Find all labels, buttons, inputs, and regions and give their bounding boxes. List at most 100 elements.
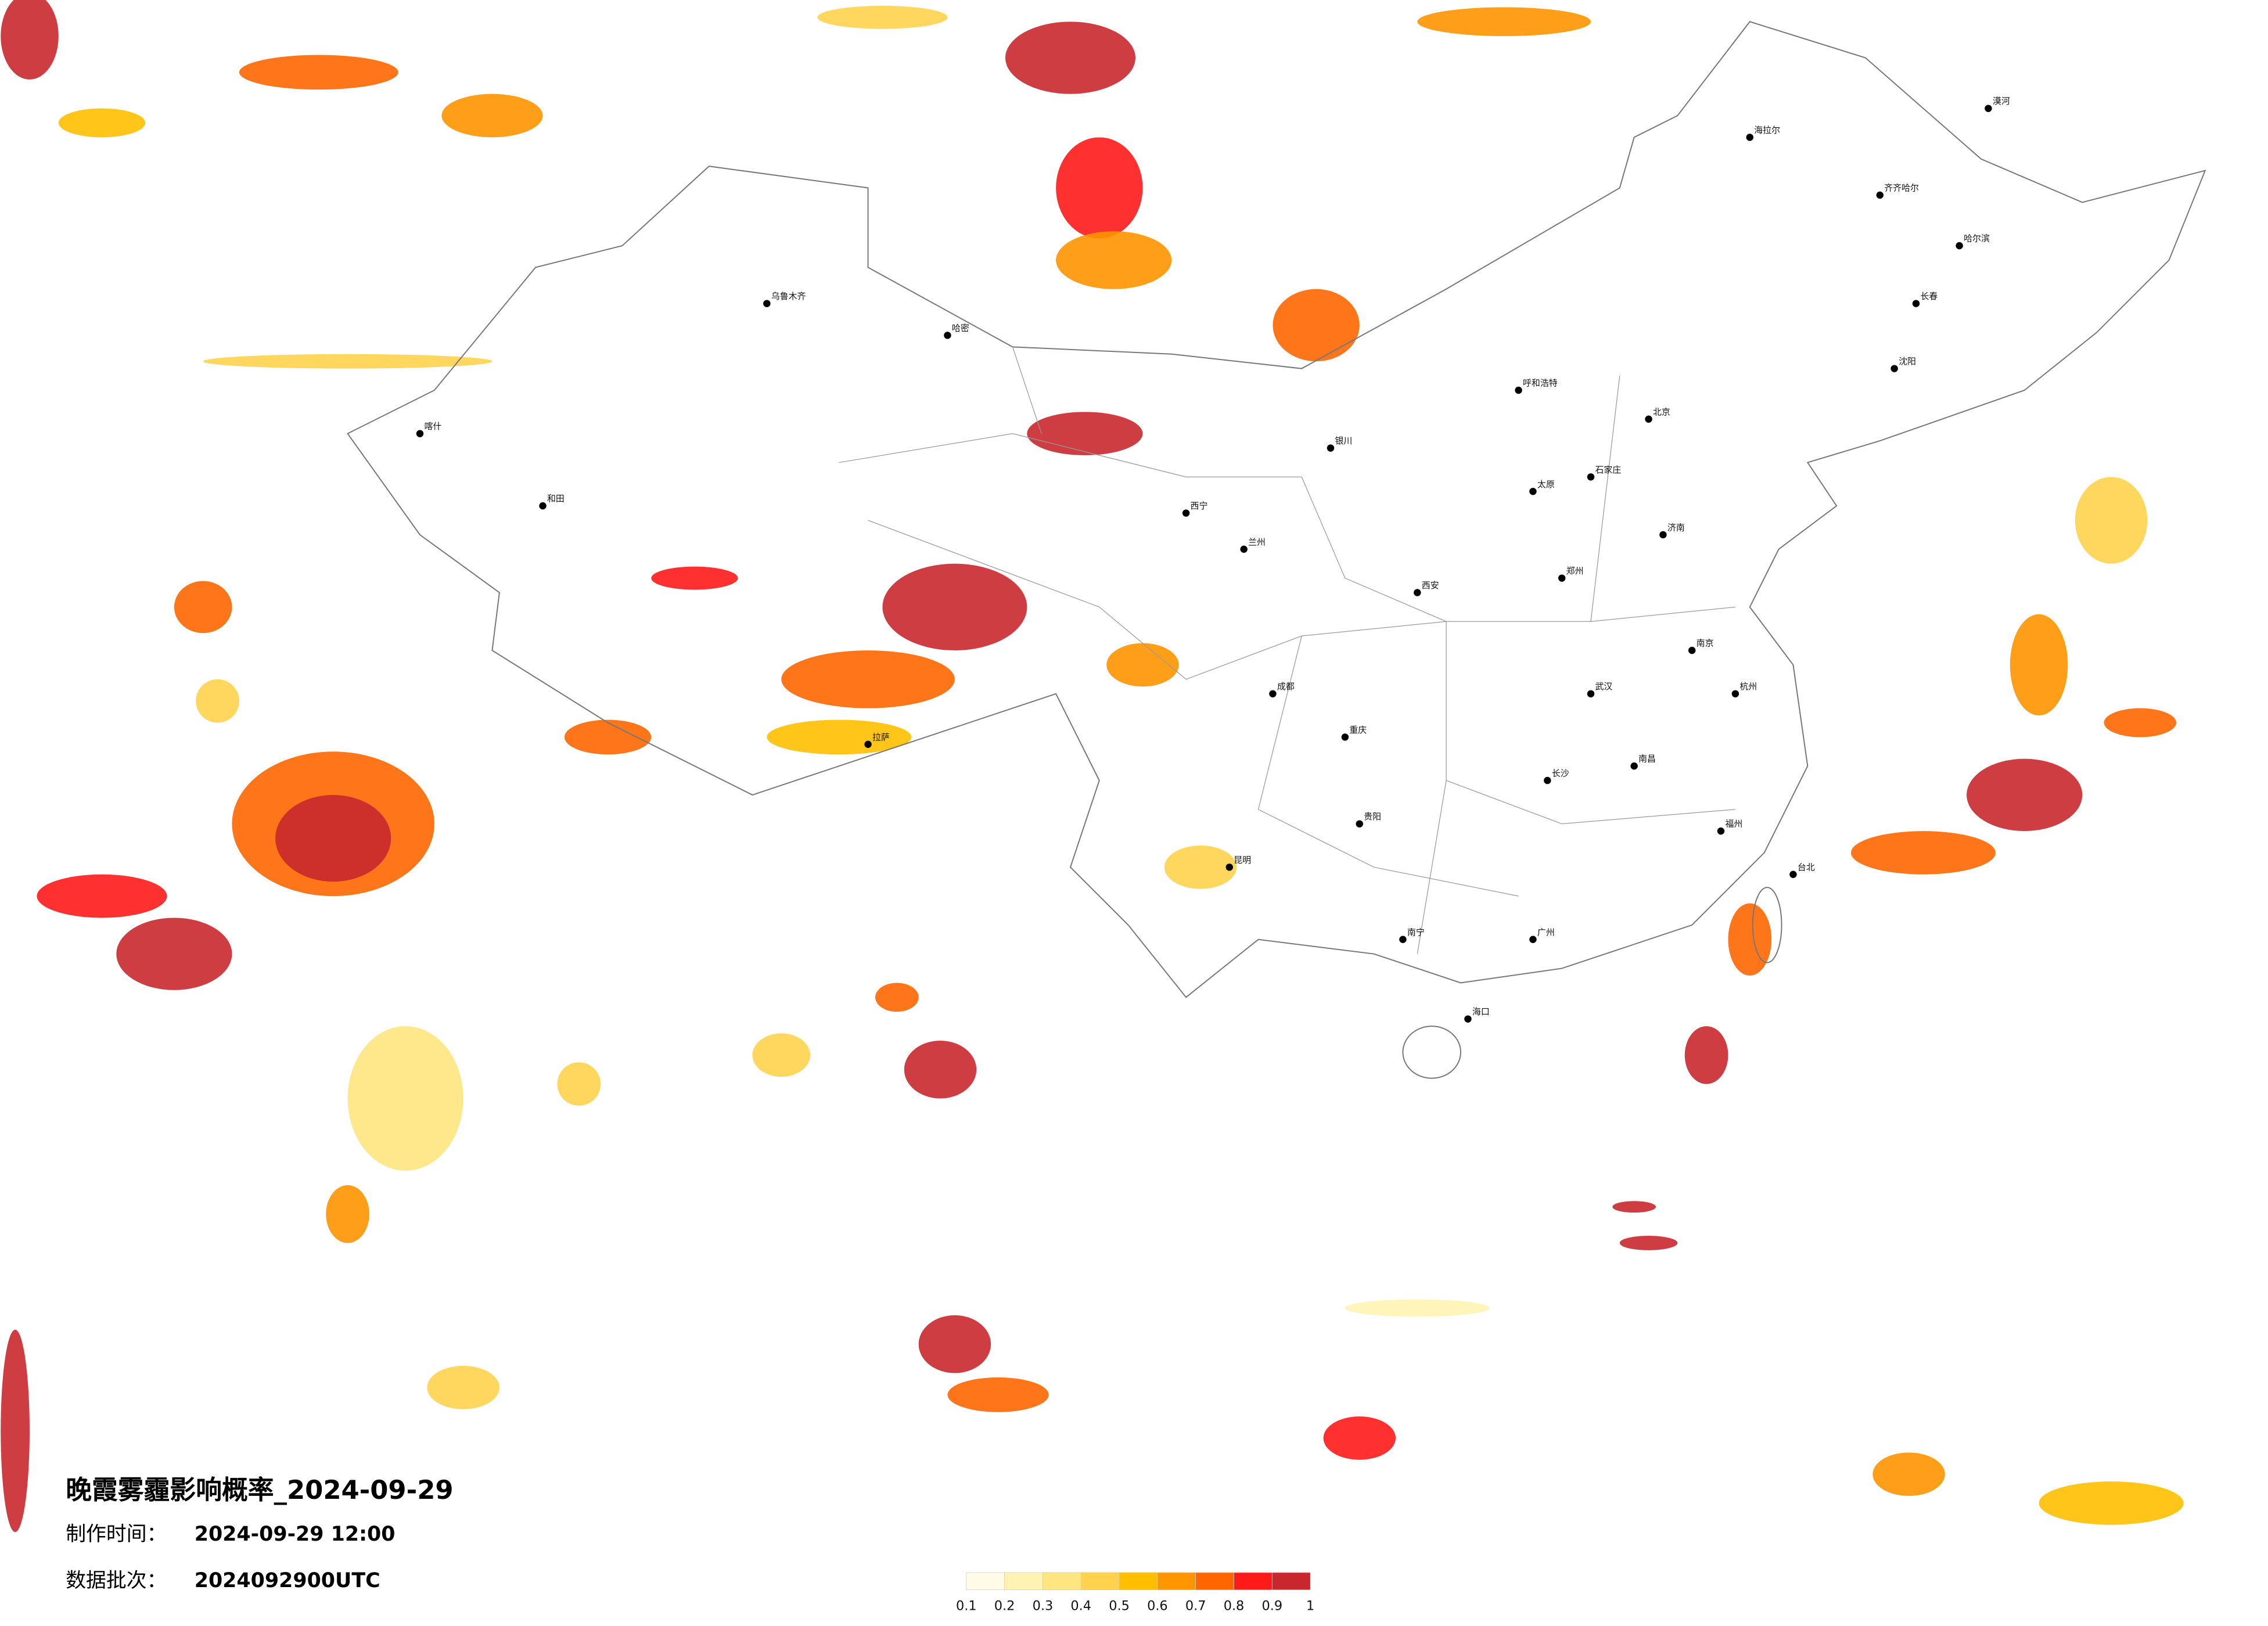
fog-blob bbox=[564, 720, 652, 755]
city-label: 昆明 bbox=[1234, 855, 1251, 865]
city-label: 西安 bbox=[1422, 580, 1439, 591]
colorbar-swatch bbox=[1157, 1572, 1196, 1591]
fog-blob bbox=[1967, 758, 2083, 832]
fog-blob bbox=[196, 679, 239, 723]
city-dot bbox=[1356, 820, 1363, 828]
fog-blob bbox=[875, 983, 919, 1012]
city-label: 济南 bbox=[1667, 522, 1685, 533]
city-dot bbox=[1688, 646, 1696, 654]
city-label: 北京 bbox=[1653, 406, 1670, 417]
city-label: 乌鲁木齐 bbox=[771, 291, 806, 301]
city-dot bbox=[1341, 733, 1349, 741]
fog-blob bbox=[1, 1329, 30, 1533]
city-label: 海拉尔 bbox=[1754, 125, 1780, 135]
city-dot bbox=[1558, 574, 1566, 582]
fog-blob bbox=[1005, 21, 1135, 94]
colorbar-tick-label: 0.9 bbox=[1262, 1599, 1283, 1614]
country-outline bbox=[347, 21, 2206, 998]
colorbar-tick-label: 0.3 bbox=[1033, 1599, 1054, 1614]
colorbar-swatch bbox=[1234, 1572, 1273, 1591]
made-time: 2024-09-29 12:00 bbox=[195, 1523, 396, 1546]
colorbar-swatch bbox=[1271, 1572, 1311, 1591]
city-dot bbox=[1630, 762, 1638, 770]
city-dot bbox=[763, 300, 771, 307]
city-label: 南昌 bbox=[1638, 754, 1656, 764]
fog-blob bbox=[781, 650, 955, 708]
colorbar-swatch bbox=[1004, 1572, 1043, 1591]
colorbar-swatch bbox=[1195, 1572, 1234, 1591]
city-label: 齐齐哈尔 bbox=[1884, 183, 1919, 193]
city-label: 银川 bbox=[1335, 436, 1352, 446]
city-dot bbox=[944, 332, 951, 339]
taiwan bbox=[1752, 887, 1782, 963]
fog-blob bbox=[1872, 1452, 1945, 1496]
colorbar-tick-label: 0.5 bbox=[1109, 1599, 1130, 1614]
city-dot bbox=[1746, 134, 1753, 141]
city-dot bbox=[416, 430, 424, 437]
city-dot bbox=[1890, 365, 1898, 372]
city-label: 喀什 bbox=[424, 421, 441, 431]
batch: 2024092900UTC bbox=[195, 1569, 380, 1592]
colorbar-swatch bbox=[1080, 1572, 1120, 1591]
city-label: 和田 bbox=[547, 494, 565, 504]
fog-blob bbox=[347, 1026, 463, 1171]
colorbar-tick-label: 0.2 bbox=[994, 1599, 1015, 1614]
city-dot bbox=[1912, 300, 1920, 307]
fog-blob bbox=[1850, 831, 1996, 875]
probability-field bbox=[1, 0, 2184, 1533]
city-dot bbox=[1876, 191, 1884, 199]
colorbar: 0.1 0.2 0.3 0.4 0.5 0.6 0.7 0.8 0.9 1 bbox=[956, 1572, 1314, 1614]
city-label: 重庆 bbox=[1349, 725, 1367, 735]
city-label: 福州 bbox=[1725, 819, 1742, 829]
city-label: 兰州 bbox=[1248, 537, 1266, 547]
city-label: 漠河 bbox=[1993, 96, 2010, 106]
city-dot bbox=[1731, 690, 1739, 697]
city-dot bbox=[1464, 1015, 1472, 1023]
fog-blob bbox=[918, 1315, 991, 1373]
colorbar-swatch bbox=[1043, 1572, 1081, 1591]
city-label: 石家庄 bbox=[1595, 465, 1621, 475]
city-label: 成都 bbox=[1277, 681, 1295, 692]
fog-blob bbox=[326, 1185, 369, 1243]
city-dot bbox=[1659, 531, 1667, 539]
colorbar-swatch bbox=[1119, 1572, 1158, 1591]
city-label: 拉萨 bbox=[872, 732, 890, 742]
city-dot bbox=[1789, 870, 1797, 878]
fog-blob bbox=[651, 566, 738, 590]
city-dot bbox=[864, 740, 872, 748]
fog-blob bbox=[752, 1033, 810, 1077]
hainan bbox=[1402, 1026, 1461, 1079]
city-label: 南宁 bbox=[1407, 927, 1425, 937]
city-label: 台北 bbox=[1798, 862, 1815, 872]
fog-blob bbox=[58, 108, 146, 138]
fog-blob bbox=[275, 794, 391, 882]
city-dot bbox=[1587, 690, 1595, 697]
fog-blob bbox=[2075, 477, 2148, 564]
fog-blob bbox=[557, 1062, 601, 1106]
fog-blob bbox=[1056, 231, 1172, 289]
city-label: 贵阳 bbox=[1364, 811, 1381, 822]
fog-blob bbox=[2039, 1481, 2184, 1525]
city-dot bbox=[1529, 936, 1537, 943]
city-dot bbox=[1717, 827, 1725, 835]
colorbar-tick-label: 1 bbox=[1306, 1599, 1314, 1614]
city-dot bbox=[1956, 242, 1963, 250]
fog-blob bbox=[2010, 614, 2068, 715]
fog-blob bbox=[1106, 643, 1179, 687]
fog-blob bbox=[1273, 289, 1360, 362]
fog-blob bbox=[203, 354, 493, 369]
fog-blob bbox=[1728, 903, 1772, 976]
fog-blob bbox=[904, 1041, 977, 1099]
city-label: 海口 bbox=[1472, 1006, 1490, 1017]
fog-blob bbox=[1619, 1236, 1678, 1250]
province-lines bbox=[839, 347, 1735, 954]
colorbar-tick-label: 0.4 bbox=[1070, 1599, 1091, 1614]
city-label: 太原 bbox=[1537, 479, 1555, 490]
city-label: 杭州 bbox=[1739, 681, 1757, 692]
fog-blob bbox=[441, 93, 543, 138]
city-label: 长沙 bbox=[1552, 768, 1569, 779]
fog-blob bbox=[2104, 708, 2176, 738]
fog-blob bbox=[1323, 1416, 1396, 1460]
